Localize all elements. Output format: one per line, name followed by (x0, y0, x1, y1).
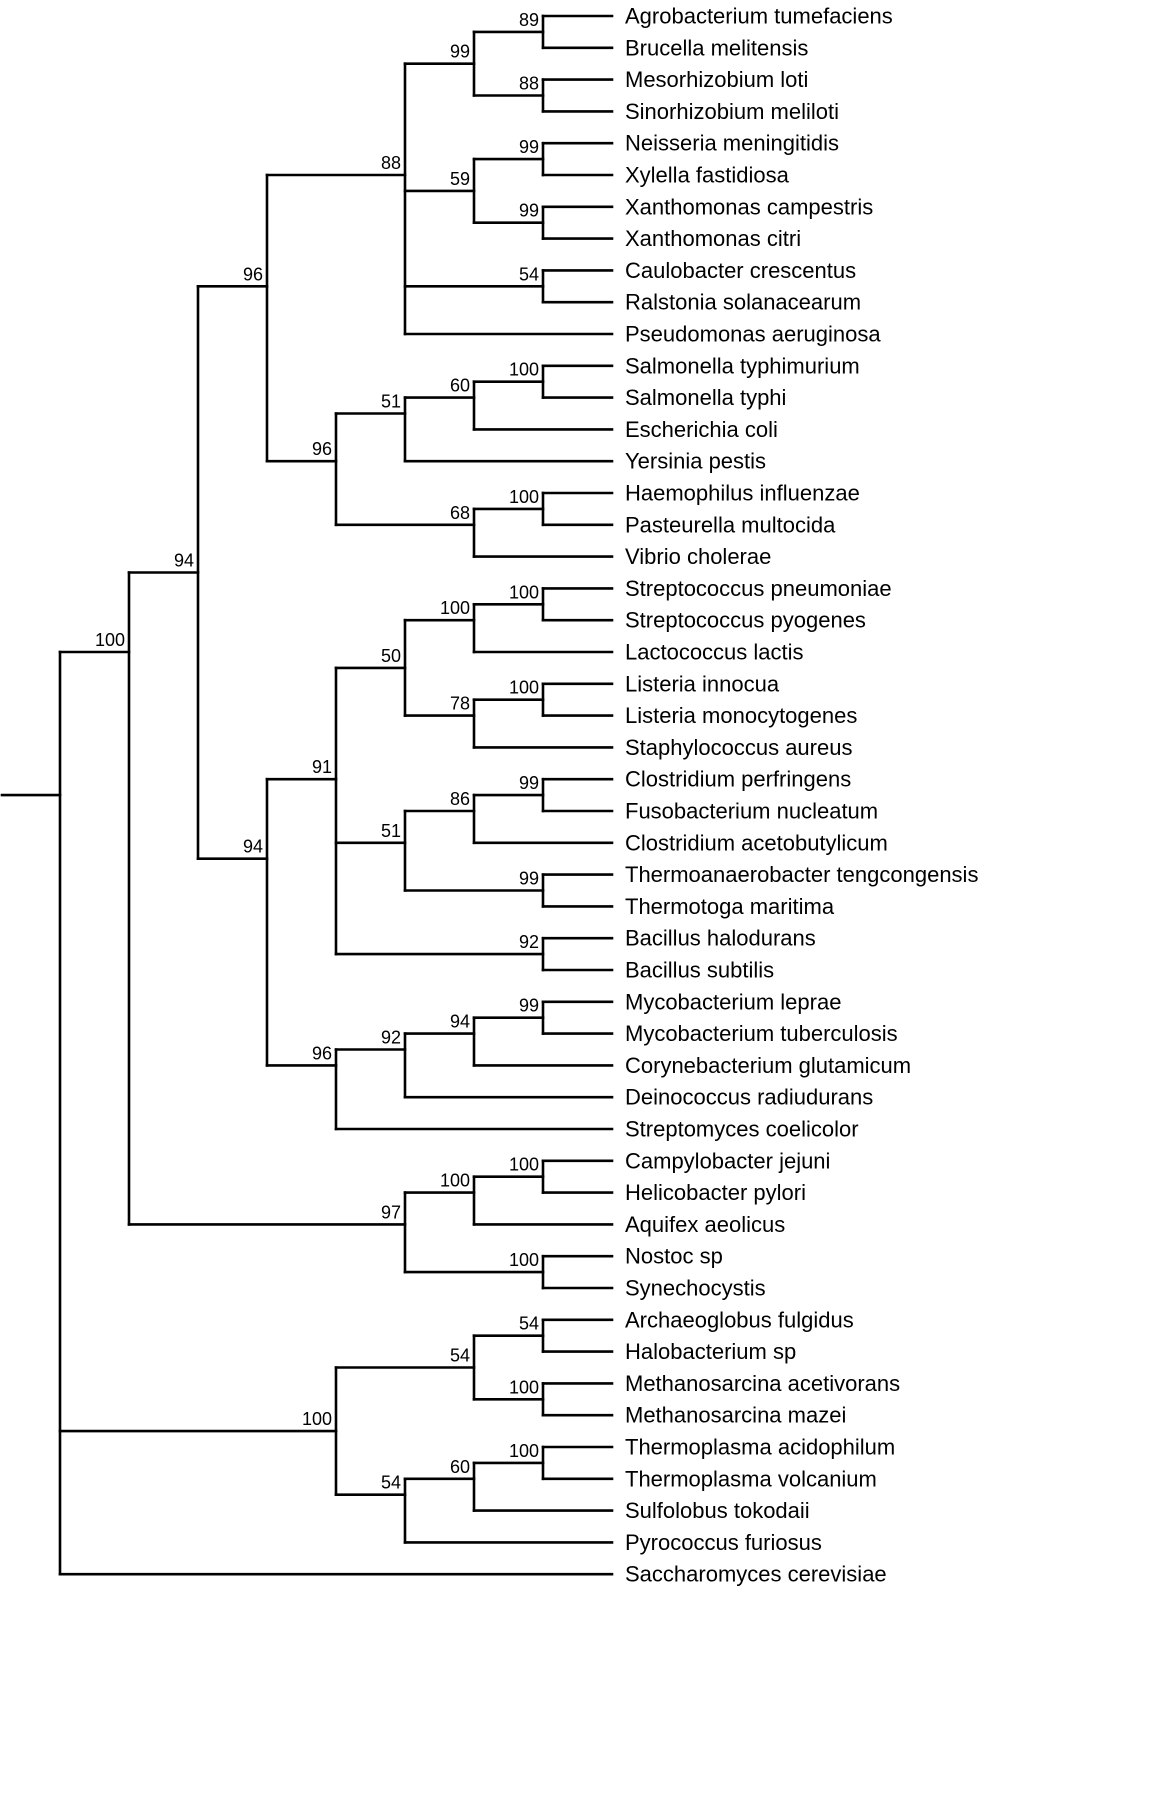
support-value: 99 (519, 869, 539, 889)
support-value: 100 (95, 630, 125, 650)
taxon-label: Deinococcus radiudurans (625, 1085, 873, 1110)
support-value: 100 (440, 1171, 470, 1191)
support-value: 92 (519, 932, 539, 952)
taxon-label: Caulobacter crescentus (625, 258, 856, 283)
support-value: 60 (450, 1457, 470, 1477)
taxon-label: Campylobacter jejuni (625, 1148, 830, 1173)
taxon-label: Mycobacterium tuberculosis (625, 1021, 898, 1046)
support-value: 68 (450, 503, 470, 523)
taxon-label: Corynebacterium glutamicum (625, 1053, 911, 1078)
support-value: 94 (174, 551, 194, 571)
support-value: 96 (312, 1043, 332, 1063)
support-value: 96 (312, 439, 332, 459)
taxon-label: Vibrio cholerae (625, 544, 771, 569)
taxon-label: Yersinia pestis (625, 449, 766, 474)
taxon-label: Clostridium acetobutylicum (625, 830, 888, 855)
taxon-label: Streptococcus pneumoniae (625, 576, 892, 601)
support-value: 100 (509, 1377, 539, 1397)
taxon-label: Synechocystis (625, 1276, 766, 1301)
taxon-label: Agrobacterium tumefaciens (625, 4, 893, 29)
taxon-label: Bacillus subtilis (625, 958, 774, 983)
taxon-label: Saccharomyces cerevisiae (625, 1562, 887, 1587)
support-value: 99 (519, 773, 539, 793)
support-value: 92 (381, 1028, 401, 1048)
support-value: 94 (450, 1012, 470, 1032)
taxon-label: Listeria innocua (625, 671, 780, 696)
support-value: 50 (381, 646, 401, 666)
support-value: 59 (450, 169, 470, 189)
taxon-label: Sulfolobus tokodaii (625, 1498, 810, 1523)
taxon-label: Thermotoga maritima (625, 894, 835, 919)
support-value: 54 (381, 1473, 401, 1493)
taxon-label: Clostridium perfringens (625, 767, 851, 792)
support-value: 100 (509, 678, 539, 698)
taxon-label: Xanthomonas citri (625, 226, 801, 251)
support-value: 78 (450, 694, 470, 714)
taxon-label: Pyrococcus furiosus (625, 1530, 822, 1555)
support-value: 54 (519, 1314, 539, 1334)
taxon-label: Mesorhizobium loti (625, 67, 808, 92)
support-value: 51 (381, 392, 401, 412)
taxon-label: Sinorhizobium meliloti (625, 99, 839, 124)
taxon-label: Pasteurella multocida (625, 512, 836, 537)
taxon-label: Pseudomonas aeruginosa (625, 322, 881, 347)
taxon-label: Bacillus halodurans (625, 926, 816, 951)
taxon-label: Staphylococcus aureus (625, 735, 852, 760)
taxon-label: Escherichia coli (625, 417, 778, 442)
taxon-label: Salmonella typhimurium (625, 353, 860, 378)
support-value: 86 (450, 789, 470, 809)
taxon-label: Salmonella typhi (625, 385, 786, 410)
taxon-label: Thermoanaerobacter tengcongensis (625, 862, 978, 887)
support-value: 100 (509, 1250, 539, 1270)
support-value: 100 (509, 360, 539, 380)
taxon-label: Aquifex aeolicus (625, 1212, 785, 1237)
support-value: 99 (519, 137, 539, 157)
support-value: 99 (450, 42, 470, 62)
taxon-label: Halobacterium sp (625, 1339, 796, 1364)
support-value: 51 (381, 821, 401, 841)
taxon-label: Lactococcus lactis (625, 640, 804, 665)
support-value: 100 (509, 1155, 539, 1175)
taxon-label: Fusobacterium nucleatum (625, 799, 878, 824)
taxon-label: Mycobacterium leprae (625, 989, 841, 1014)
taxon-label: Methanosarcina acetivorans (625, 1371, 900, 1396)
support-value: 91 (312, 757, 332, 777)
support-value: 100 (509, 582, 539, 602)
support-value: 99 (519, 201, 539, 221)
support-value: 88 (381, 153, 401, 173)
taxon-label: Nostoc sp (625, 1244, 723, 1269)
support-value: 100 (509, 487, 539, 507)
taxon-label: Archaeoglobus fulgidus (625, 1307, 854, 1332)
support-value: 54 (519, 264, 539, 284)
taxon-label: Methanosarcina mazei (625, 1403, 846, 1428)
taxon-label: Listeria monocytogenes (625, 703, 857, 728)
support-value: 54 (450, 1346, 470, 1366)
support-value: 99 (519, 996, 539, 1016)
support-value: 100 (440, 598, 470, 618)
taxon-label: Brucella melitensis (625, 35, 808, 60)
support-value: 60 (450, 376, 470, 396)
taxon-label: Neisseria meningitidis (625, 131, 839, 156)
taxon-label: Helicobacter pylori (625, 1180, 806, 1205)
support-value: 89 (519, 10, 539, 30)
support-value: 97 (381, 1202, 401, 1222)
taxon-label: Thermoplasma acidophilum (625, 1435, 895, 1460)
taxon-label: Streptomyces coelicolor (625, 1117, 859, 1142)
taxon-label: Streptococcus pyogenes (625, 608, 866, 633)
taxon-label: Xanthomonas campestris (625, 194, 873, 219)
support-value: 96 (243, 264, 263, 284)
support-value: 100 (509, 1441, 539, 1461)
support-value: 94 (243, 837, 263, 857)
support-value: 88 (519, 74, 539, 94)
taxon-label: Xylella fastidiosa (625, 163, 790, 188)
taxon-label: Haemophilus influenzae (625, 481, 860, 506)
support-value: 100 (302, 1409, 332, 1429)
taxon-label: Ralstonia solanacearum (625, 290, 861, 315)
taxon-label: Thermoplasma volcanium (625, 1466, 877, 1491)
